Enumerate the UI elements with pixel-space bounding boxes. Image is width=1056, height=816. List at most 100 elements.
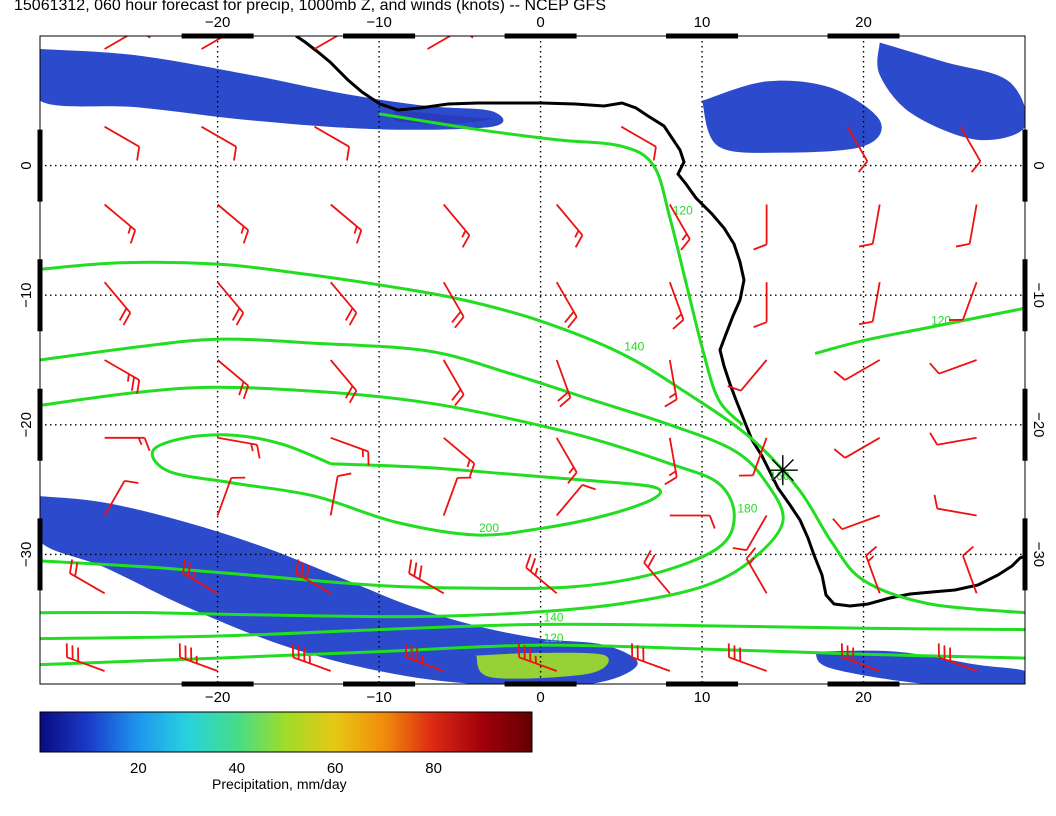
wind-barb-half-flag [681, 233, 688, 241]
wind-barb-staff [620, 125, 657, 148]
wind-barb-flag [178, 643, 181, 658]
wind-barb [840, 643, 881, 672]
wind-barb [937, 643, 977, 672]
lat-tick-label-left: 0 [18, 161, 35, 169]
wind-barb-staff [330, 359, 358, 392]
wind-barb-half-flag [534, 655, 537, 664]
wind-barb-flag [929, 362, 940, 375]
wind-barb [216, 476, 246, 516]
wind-barb-flag [567, 471, 578, 484]
wind-barb-flag [129, 229, 137, 244]
wind-barb-flag [970, 160, 982, 173]
wind-barb [182, 559, 219, 595]
contour-label: 180 [737, 502, 757, 516]
wind-barb-staff [525, 566, 558, 594]
wind-barb [443, 437, 476, 477]
wind-barb-staff [871, 282, 881, 322]
wind-barb [442, 476, 472, 516]
wind-barb-staff [555, 281, 578, 318]
wind-barb [104, 125, 141, 161]
wind-barb-staff [69, 572, 106, 595]
wind-barb-staff [841, 514, 881, 531]
wind-barb-flag [337, 472, 352, 477]
wind-barb-staff [103, 480, 126, 516]
wind-barb [631, 643, 671, 672]
wind-barb-flag [631, 643, 634, 658]
wind-barb-flag [238, 381, 245, 396]
contour-line-200 [150, 433, 663, 537]
wind-barb-flag [71, 645, 74, 660]
wind-barb-staff [556, 203, 584, 236]
wind-barb [104, 436, 151, 452]
wind-barb-staff [745, 515, 768, 551]
wind-barb-flag [124, 479, 139, 484]
wind-barb-half-flag [137, 437, 143, 446]
wind-barb-half-flag [192, 571, 196, 580]
wind-barb-staff [865, 555, 881, 594]
wind-barb-flag [943, 645, 946, 660]
wind-barb-half-flag [250, 443, 254, 452]
wind-barb-flag [468, 463, 476, 477]
wind-barb-staff [217, 203, 249, 231]
wind-barb-half-flag [361, 449, 364, 458]
wind-barb-flag [529, 647, 532, 662]
lon-tick-label-top: 10 [694, 14, 711, 31]
wind-barb-flag [664, 476, 678, 486]
wind-barb [833, 359, 881, 381]
wind-barb-flag [574, 234, 584, 248]
wind-barb [948, 281, 978, 321]
wind-barb-flag [753, 243, 767, 251]
colorbar-tick-label: 40 [228, 760, 245, 777]
wind-barb-flag [457, 476, 472, 479]
wind-barb [217, 203, 250, 244]
wind-barb [555, 359, 572, 408]
wind-barb [330, 203, 363, 244]
wind-barb-flag [643, 550, 652, 564]
wind-barb-staff [103, 281, 132, 314]
wind-barb [745, 547, 768, 594]
wind-barb-flag [408, 559, 413, 574]
precip-area [40, 496, 638, 684]
wind-barb-staff [201, 125, 237, 148]
colorbar-title: Precipitation, mm/day [212, 776, 347, 792]
wind-barb-flag [143, 437, 151, 452]
wind-barb-staff [216, 281, 245, 314]
wind-barb [664, 359, 678, 408]
lat-tick-label-right: −10 [1030, 282, 1047, 307]
wind-barb-flag [727, 385, 742, 392]
wind-barb-flag [413, 562, 418, 577]
wind-barb-flag [345, 307, 354, 321]
wind-barb-half-flag [748, 557, 755, 565]
wind-barb-flag [564, 311, 575, 324]
wind-barb [217, 359, 250, 400]
wind-barb-staff [968, 204, 978, 245]
wind-barb-flag [745, 547, 757, 560]
wind-barb-flag [130, 376, 135, 391]
wind-barb-staff [555, 437, 578, 473]
wind-barb-half-flag [668, 470, 677, 477]
wind-barb-flag [652, 146, 657, 161]
wind-barb-staff [314, 36, 350, 50]
wind-barb [103, 281, 132, 326]
wind-barb-staff [442, 359, 465, 396]
contour-label: 120 [931, 314, 951, 328]
wind-barb [556, 484, 596, 517]
wind-barb-staff [871, 204, 881, 245]
wind-barb [832, 514, 881, 531]
wind-barb [556, 203, 584, 248]
wind-barb-flag [933, 494, 939, 509]
wind-barb-flag [74, 562, 79, 577]
wind-barb-flag [852, 647, 855, 662]
wind-barb-flag [231, 476, 246, 479]
wind-barb [408, 559, 445, 595]
precip-area [702, 80, 882, 153]
wind-barb-half-flag [534, 567, 539, 576]
contour-label: 200 [479, 521, 499, 535]
wind-barb-flag [642, 647, 645, 662]
wind-barb-staff [201, 36, 237, 50]
wind-barb-flag [184, 645, 187, 660]
wind-barb-flag [404, 643, 408, 658]
wind-barb [669, 514, 716, 529]
wind-barb-flag [948, 318, 963, 321]
wind-barb-flag [122, 312, 132, 326]
